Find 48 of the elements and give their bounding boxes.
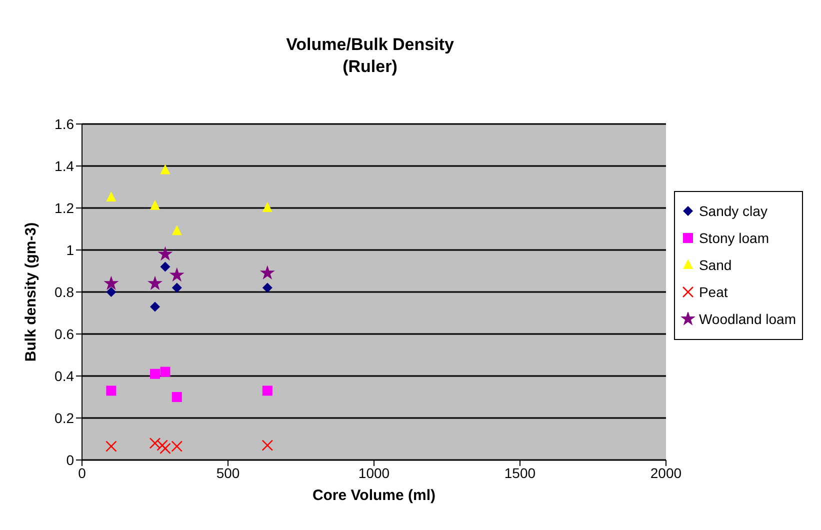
y-tick-label: 1.6 [54,116,74,132]
point [160,164,170,174]
point [260,265,275,280]
point [171,440,183,452]
point [106,440,117,452]
point [150,368,160,379]
y-tick-label: 0.8 [54,284,74,300]
point [262,202,272,212]
point [150,302,160,312]
point [149,438,161,449]
x-tick-label: 500 [216,464,240,481]
y-tick-label: 0 [66,452,74,468]
point [169,267,184,282]
legend-label: Sand [698,257,732,273]
legend-label: Woodland loam [698,311,796,327]
x-tick-label: 1500 [504,464,536,481]
x-tick-label: 0 [78,464,86,481]
y-tick-label: 0.4 [54,368,74,384]
point [262,282,272,293]
point [160,442,171,454]
x-tick-label: 1000 [358,464,390,481]
point [160,262,170,272]
point [172,392,182,402]
point [106,287,116,297]
point [158,246,173,261]
y-tick-label: 0.2 [54,410,74,426]
y-tick-label: 1 [66,242,74,258]
point [147,276,163,290]
point [106,386,116,396]
point [150,200,160,210]
point [106,192,116,202]
point [262,386,272,396]
chart-title: Volume/Bulk Density (Ruler) [286,35,454,76]
legend-label: Stony loam [698,230,770,246]
y-tick-label: 0.6 [54,326,74,342]
point [104,276,119,290]
y-tick-label: 1.2 [54,200,74,216]
point [262,440,274,451]
point [172,282,182,293]
legend-label: Sandy clay [698,203,768,219]
point [172,225,182,236]
y-axis-title: Bulk density (gm-3) [22,222,40,362]
point [156,440,168,451]
point [160,366,170,377]
x-tick-label: 2000 [650,464,682,481]
x-axis-title: Core Volume (ml) [312,487,436,504]
legend-label: Peat [698,284,728,300]
y-tick-label: 1.4 [54,158,74,174]
